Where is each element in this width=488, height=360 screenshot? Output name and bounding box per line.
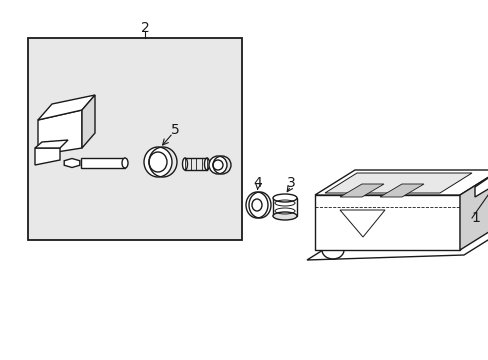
- Text: 2: 2: [141, 21, 149, 35]
- Ellipse shape: [143, 147, 172, 177]
- Polygon shape: [474, 170, 488, 197]
- Polygon shape: [339, 210, 384, 237]
- Bar: [81, 158, 125, 168]
- Polygon shape: [379, 184, 423, 197]
- Polygon shape: [314, 170, 488, 195]
- Ellipse shape: [208, 156, 226, 174]
- Polygon shape: [459, 170, 488, 250]
- Ellipse shape: [245, 192, 267, 218]
- Polygon shape: [38, 95, 95, 120]
- Ellipse shape: [204, 158, 209, 170]
- Polygon shape: [314, 195, 459, 250]
- Text: 5: 5: [170, 123, 179, 137]
- Text: 3: 3: [286, 176, 295, 190]
- Ellipse shape: [251, 199, 262, 211]
- Polygon shape: [64, 158, 80, 167]
- Text: 4: 4: [253, 176, 262, 190]
- Polygon shape: [35, 140, 68, 148]
- Polygon shape: [306, 230, 488, 260]
- Ellipse shape: [149, 152, 167, 172]
- Polygon shape: [82, 95, 95, 148]
- Ellipse shape: [272, 212, 296, 220]
- Polygon shape: [339, 184, 383, 197]
- Ellipse shape: [272, 194, 296, 202]
- Polygon shape: [38, 110, 82, 155]
- Bar: [272, 198, 296, 216]
- Ellipse shape: [213, 160, 223, 170]
- Bar: [28, 38, 242, 240]
- Ellipse shape: [122, 158, 128, 168]
- Text: 1: 1: [470, 211, 479, 225]
- Ellipse shape: [182, 158, 187, 170]
- Polygon shape: [35, 148, 60, 165]
- Polygon shape: [325, 173, 471, 193]
